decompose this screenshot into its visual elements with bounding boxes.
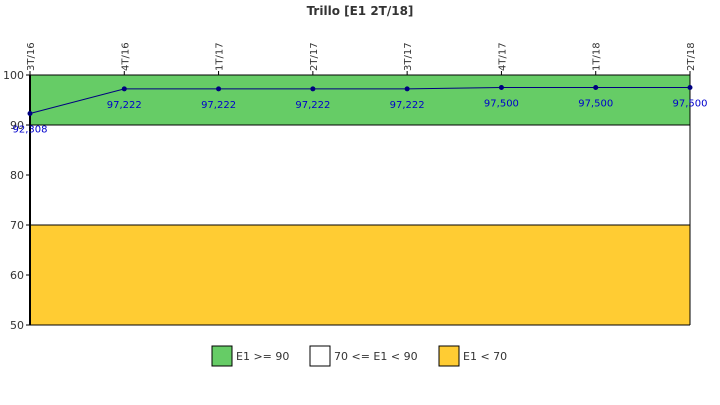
data-point (216, 86, 222, 92)
chart-title: Trillo [E1 2T/18] (307, 4, 414, 18)
band-1 (30, 125, 690, 225)
x-tick-label: 1T/18 (592, 42, 603, 71)
legend-label-2: E1 < 70 (463, 350, 507, 363)
legend-label-0: E1 >= 90 (236, 350, 289, 363)
y-tick-label: 100 (3, 69, 24, 82)
legend-label-1: 70 <= E1 < 90 (334, 350, 418, 363)
data-label: 97,222 (107, 100, 142, 111)
data-label: 97,222 (201, 100, 236, 111)
legend-swatch-2 (438, 345, 460, 367)
x-tick-label: 2T/17 (309, 42, 320, 71)
data-label: 97,222 (295, 100, 330, 111)
y-tick-label: 90 (10, 119, 24, 132)
legend-swatch-0 (211, 345, 233, 367)
band-0 (30, 75, 690, 125)
legend: E1 >= 90 70 <= E1 < 90 E1 < 70 (211, 345, 507, 367)
series-line (29, 87, 690, 114)
data-point (27, 110, 33, 116)
bands-layer (30, 74, 691, 326)
data-point (121, 86, 127, 92)
data-label: 97,222 (390, 100, 425, 111)
data-label: 92,308 (13, 124, 48, 135)
x-tick-label: 3T/17 (403, 42, 414, 71)
y-tick-label: 60 (10, 269, 24, 282)
x-tick-label: 3T/16 (26, 42, 37, 71)
x-tick-label: 4T/16 (120, 42, 131, 71)
x-tick-label: 4T/17 (497, 42, 508, 71)
data-label: 97,500 (673, 99, 708, 110)
data-point (593, 85, 599, 90)
data-label: 97,500 (578, 99, 613, 110)
y-tick-label: 50 (10, 319, 24, 332)
data-point (498, 85, 504, 90)
labels-layer: 92,308 97,222 97,222 97,222 97,222 97,500 97,5… (13, 99, 708, 136)
x-tick-label: 2T/18 (686, 42, 697, 71)
y-tick-label: 80 (10, 169, 24, 182)
data-label: 97,500 (484, 99, 519, 110)
band-2 (30, 225, 690, 325)
x-tick-label: 1T/17 (215, 42, 226, 71)
y-tick-label: 70 (10, 219, 24, 232)
legend-swatch-1 (309, 345, 331, 367)
line-layer (27, 85, 693, 116)
data-point (310, 86, 316, 92)
data-point (404, 86, 410, 92)
data-point (687, 85, 693, 90)
